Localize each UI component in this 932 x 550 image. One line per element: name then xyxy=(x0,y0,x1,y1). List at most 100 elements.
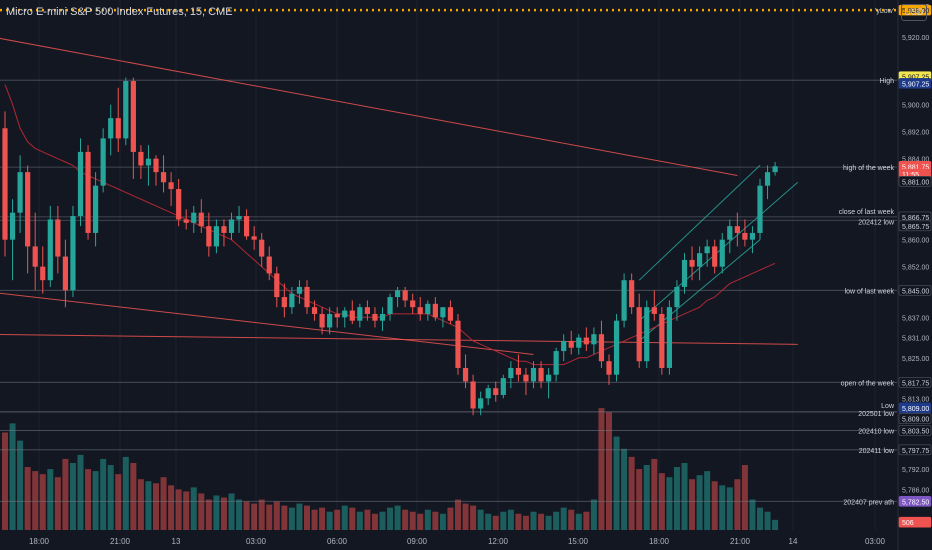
candle-body xyxy=(176,189,182,220)
volume-bar xyxy=(500,511,507,530)
candle-body xyxy=(145,158,152,166)
level-label: 202411 low xyxy=(859,448,895,455)
candle xyxy=(236,205,242,233)
volume-bar xyxy=(304,505,310,530)
volume-bar xyxy=(651,458,658,530)
price-tick-label: 5,831.00 xyxy=(902,336,929,343)
candle xyxy=(100,128,106,193)
candle-body xyxy=(304,286,310,308)
candle xyxy=(606,354,612,385)
volume-bar xyxy=(281,505,288,530)
price-tick-label: 5,860.00 xyxy=(902,238,929,245)
time-tick-label: 18:00 xyxy=(29,537,50,546)
candle xyxy=(395,286,401,308)
candle xyxy=(228,212,235,240)
level-label: open of the week xyxy=(841,380,895,387)
candle-body xyxy=(576,337,582,348)
candle-body xyxy=(478,398,484,409)
candle xyxy=(742,219,748,247)
candle xyxy=(259,232,265,267)
candle-body xyxy=(40,266,46,281)
volume-bar xyxy=(387,507,394,530)
candle xyxy=(85,145,91,240)
candle-body xyxy=(2,128,8,240)
candle-body xyxy=(123,81,129,139)
candle-body xyxy=(183,219,189,223)
currency-button[interactable]: USD xyxy=(901,4,927,21)
candle xyxy=(251,226,257,250)
candle xyxy=(244,209,250,240)
price-tag-bg xyxy=(898,4,932,16)
price-tag: 5,817.75 xyxy=(898,377,932,388)
candle xyxy=(659,307,665,375)
candle xyxy=(576,334,582,355)
volume-bar xyxy=(107,465,114,530)
candle-body xyxy=(100,138,106,186)
volume-bar xyxy=(462,503,469,530)
volume-bar xyxy=(432,511,439,530)
candle-body xyxy=(462,367,469,382)
volume-bar xyxy=(538,513,545,530)
volume-bar xyxy=(439,513,446,530)
candle-body xyxy=(357,307,363,321)
candle xyxy=(417,297,423,321)
volume-bar xyxy=(379,511,386,530)
level-label: 202501 low xyxy=(858,411,895,418)
level-label: 202407 prev ath xyxy=(843,499,894,506)
time-tick-label: 03:00 xyxy=(865,537,886,546)
price-tag-label: 5,809.00 xyxy=(902,417,929,424)
candle xyxy=(613,313,620,382)
candle xyxy=(719,232,725,274)
candle-body xyxy=(25,172,31,247)
candle xyxy=(734,212,740,247)
price-tag-label: 5,845.00 xyxy=(902,288,929,295)
candle-body xyxy=(425,303,431,314)
price-tick-label: 5,900.00 xyxy=(902,103,929,110)
volume-bar xyxy=(47,469,54,530)
candle xyxy=(198,199,204,233)
candle xyxy=(546,367,552,399)
candle xyxy=(704,239,710,267)
candle xyxy=(342,307,348,328)
volume-bar xyxy=(560,507,567,530)
candle xyxy=(191,205,197,233)
price-tag-bg xyxy=(898,444,932,456)
candle-body xyxy=(108,118,114,139)
time-tick-label: 15:00 xyxy=(568,537,589,546)
candle xyxy=(311,300,318,321)
price-tag-label: 5,865.75 xyxy=(902,224,929,231)
candle-body xyxy=(349,310,355,321)
candle-body xyxy=(334,313,340,318)
candle-body xyxy=(417,307,423,314)
price-tick-label: 5,792.00 xyxy=(902,467,929,474)
price-tag-bg xyxy=(898,425,932,436)
candle xyxy=(651,290,657,321)
volume-bar xyxy=(477,509,484,530)
candle xyxy=(538,361,544,389)
volume-bar xyxy=(726,487,733,530)
candle xyxy=(727,219,733,254)
volume-bar xyxy=(122,456,129,530)
candle xyxy=(478,391,484,416)
candle xyxy=(636,293,642,368)
price-tick-label: 5,920.00 xyxy=(902,35,929,42)
volume-bar xyxy=(371,513,378,530)
candle-body xyxy=(719,239,725,267)
candle-body xyxy=(387,297,393,314)
price-tag-label: 5,797.75 xyxy=(902,448,929,455)
candle-body xyxy=(546,374,552,382)
price-tag-label: 5,928.00 xyxy=(902,8,929,15)
price-tag: 5,866.75 xyxy=(898,211,932,223)
candle xyxy=(425,300,431,321)
candle-body xyxy=(319,313,325,328)
candle-body xyxy=(772,166,778,173)
price-tag-bg xyxy=(898,78,932,89)
candle-body xyxy=(666,307,672,368)
time-tick-label: 09:00 xyxy=(407,537,428,546)
volume-bar xyxy=(741,465,748,530)
candle-body xyxy=(704,246,710,254)
candle xyxy=(221,219,227,247)
price-tick-label: 5,813.00 xyxy=(902,396,929,403)
volume-bar xyxy=(492,515,499,530)
